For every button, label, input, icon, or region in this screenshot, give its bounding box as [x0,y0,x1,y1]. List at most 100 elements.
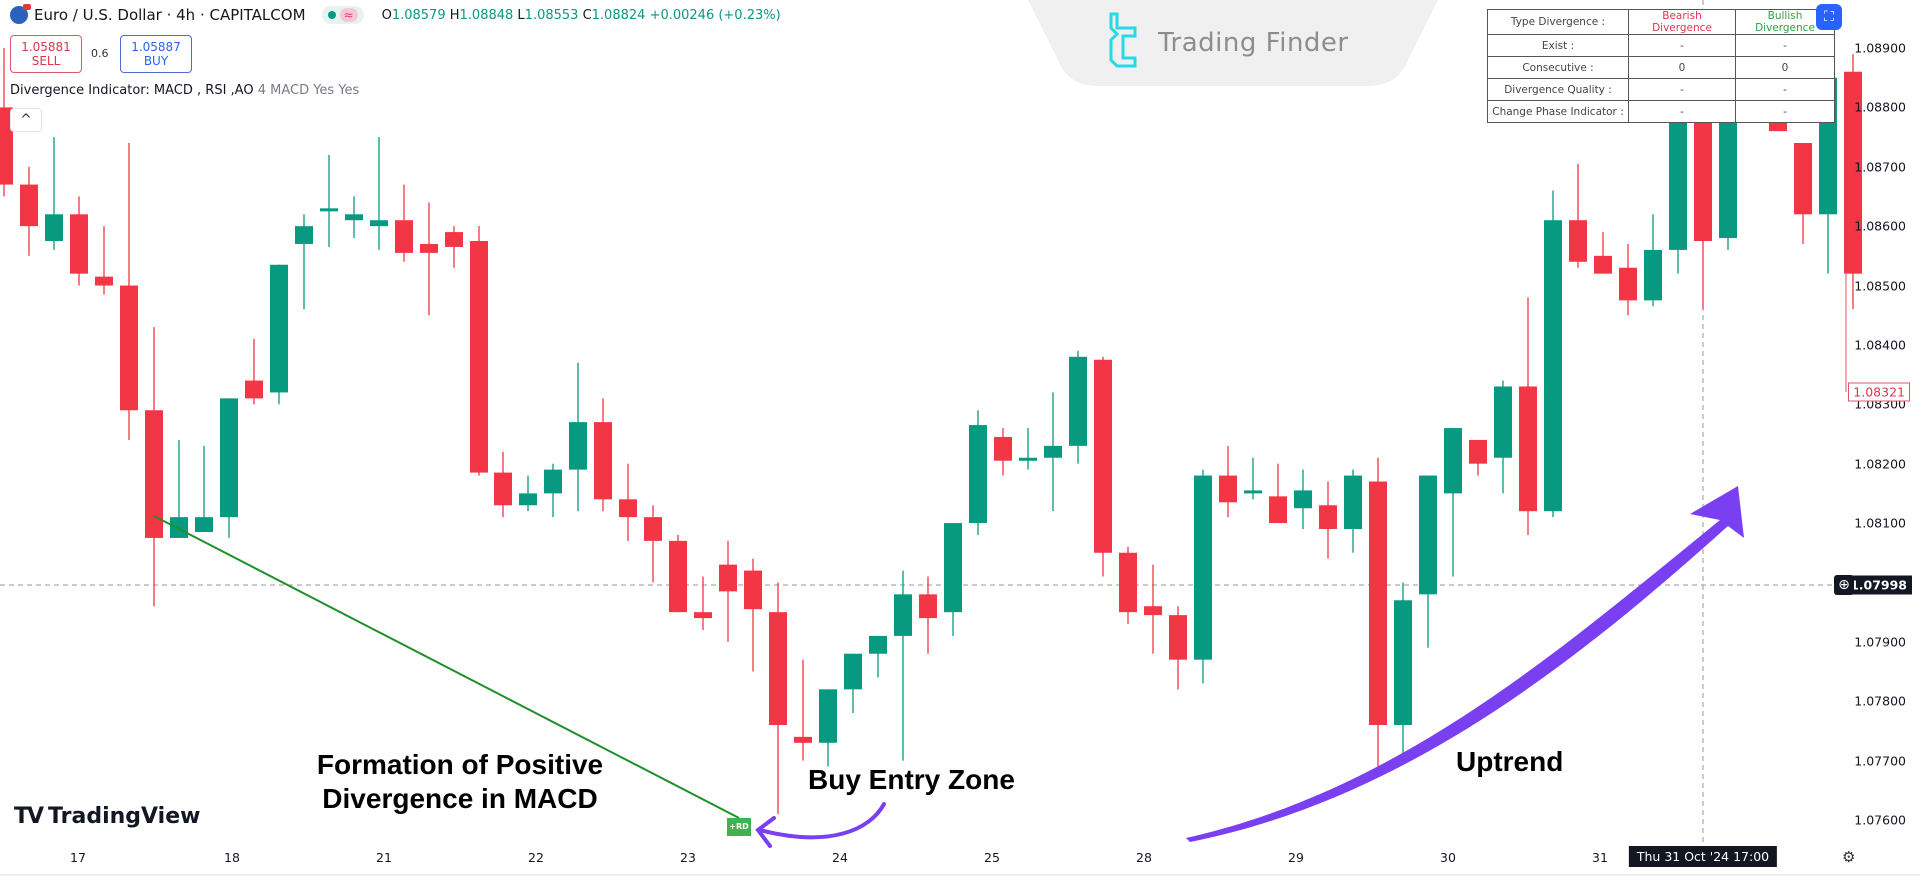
indicator-params: 4 MACD Yes Yes [257,83,360,98]
time-tick: 25 [984,850,1000,865]
candle [95,276,113,286]
candle [1619,267,1637,301]
candle [1194,475,1212,660]
candle [145,410,163,538]
uptrend-arrow [1186,486,1744,842]
time-tick: 24 [832,850,848,865]
candle [1669,107,1687,250]
candle [1319,505,1337,530]
table-cell: - [1735,34,1835,57]
table-cell-bullish: Bullish Divergence [1735,9,1835,35]
price-tick: 1.08200 [1854,456,1906,472]
screenshot-button[interactable]: ⛶ [1816,4,1842,30]
candle [544,469,562,494]
candle [569,422,587,470]
buy-label: BUY [143,54,169,68]
sell-price: 1.05881 [21,40,71,54]
candle [1169,615,1187,660]
candle [719,564,737,592]
buy-entry-arrow [758,802,886,840]
table-cell: Change Phase Indicator : [1487,100,1629,123]
candle [1144,606,1162,616]
tradingview-logo: TV TradingView [14,804,200,829]
candle [1069,356,1087,446]
currency-flag-icon [10,4,31,24]
time-tick: 30 [1440,850,1456,865]
candle [619,499,637,518]
trading-finder-brand: Trading Finder [1158,28,1349,58]
table-cell: - [1628,100,1736,123]
table-header-row: Type Divergence : Bearish Divergence Bul… [1487,9,1835,35]
candle [1544,220,1562,512]
candle [1719,95,1737,239]
candle [1219,475,1237,503]
table-row: Divergence Quality : - - [1487,78,1835,101]
regular-divergence-marker[interactable]: +RD [727,818,751,836]
divergence-table: Type Divergence : Bearish Divergence Bul… [1487,9,1835,123]
table-row: Exist : - - [1487,34,1835,57]
symbol-title[interactable]: Euro / U.S. Dollar · 4h · CAPITALCOM [34,6,306,24]
tradingview-brand: TradingView [48,804,201,829]
candle [1444,428,1462,494]
price-tick: 1.08400 [1854,337,1906,353]
time-tick: 22 [528,850,544,865]
price-axis[interactable]: 1.08900 1.08800 1.08700 1.08600 1.08500 1.084… [1832,0,1920,856]
candle [794,736,812,743]
candle [1519,386,1537,512]
indicator-legend[interactable]: Divergence Indicator: MACD , RSI ,AO 4 M… [10,83,359,98]
collapse-legend-button[interactable]: ^ [10,108,42,132]
price-tick: 1.08100 [1854,515,1906,531]
settings-gear-icon[interactable]: ⚙ [1842,848,1856,866]
candle [919,594,937,619]
divergence-line [153,515,740,819]
market-status-pill[interactable]: ≈ [321,6,364,24]
candle [170,517,188,538]
candle [519,493,537,506]
candle [1344,475,1362,530]
candle [0,107,13,185]
fullscreen-icon: ⛶ [1824,9,1834,25]
table-row: Consecutive : 0 0 [1487,56,1835,79]
annotation-formation: Formation of Positive Divergence in MACD [316,749,604,814]
ohlc-values: O1.08579 H1.08848 L1.08553 C1.08824 +0.0… [381,7,781,23]
time-tick: 21 [376,850,392,865]
candle [1244,490,1262,494]
table-row: Change Phase Indicator : - - [1487,100,1835,123]
price-tick: 1.08600 [1854,218,1906,234]
table-cell: Exist : [1487,34,1629,57]
buy-price: 1.05887 [131,40,181,54]
price-tick: 1.07900 [1854,634,1906,650]
candle [644,517,662,541]
candle [20,184,38,227]
candle [1469,439,1487,464]
add-alert-plus-icon[interactable]: ⊕ [1834,575,1854,595]
candle [1594,255,1612,274]
time-tick: 29 [1288,850,1304,865]
bottom-toolbar [0,874,1920,888]
trading-finder-watermark [1028,0,1438,86]
spread-value: 0.6 [91,47,109,60]
candle [1569,220,1587,262]
candle [445,232,463,247]
candle [694,612,712,619]
time-axis[interactable]: 17 18 21 22 23 24 25 28 29 30 31 Thu 31 Oct '24 17:… [0,842,1920,872]
candle [245,380,263,399]
candle [1494,386,1512,458]
candle [1369,481,1387,725]
candle [819,689,837,743]
candle [1794,143,1812,215]
buy-button[interactable]: 1.05887 BUY [120,35,192,73]
candle [1294,490,1312,509]
table-cell: - [1628,78,1736,101]
candle [994,436,1012,461]
candle [1694,110,1712,241]
table-cell: Type Divergence : [1487,9,1629,35]
sell-button[interactable]: 1.05881 SELL [10,35,82,73]
table-cell-bearish: Bearish Divergence [1628,9,1736,35]
sell-label: SELL [31,54,61,68]
market-open-dot-icon [327,11,336,19]
candle [1394,600,1412,725]
last-price-label: 1.08321 [1848,382,1910,402]
annotation-buy-entry: Buy Entry Zone [808,764,1015,795]
